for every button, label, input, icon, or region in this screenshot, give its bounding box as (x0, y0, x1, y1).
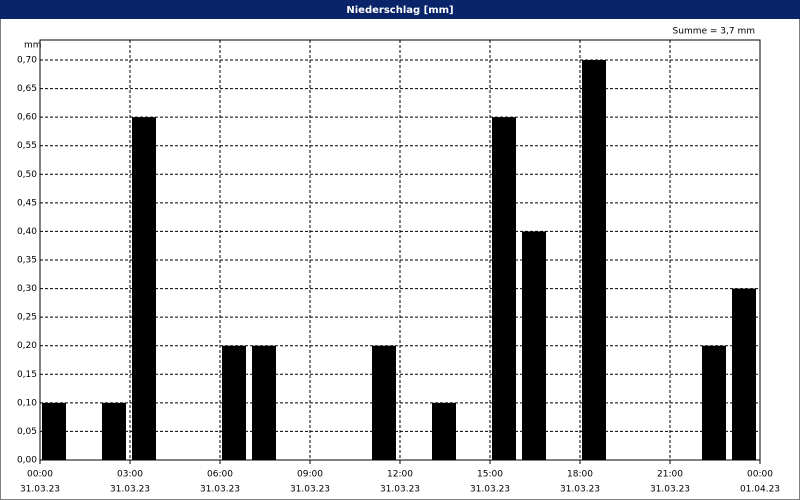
y-tick-label: 0,40 (17, 227, 37, 237)
bar (732, 288, 756, 460)
y-unit: mm (24, 41, 42, 51)
y-tick-label: 0,05 (17, 427, 37, 437)
y-tick-label: 0,30 (17, 284, 37, 294)
y-tick-label: 0,35 (17, 256, 37, 266)
bar (522, 231, 546, 460)
x-tick-date: 31.03.23 (290, 485, 330, 495)
y-tick-label: 0,70 (17, 56, 37, 66)
bar (102, 402, 126, 460)
x-tick-date: 31.03.23 (110, 485, 150, 495)
y-tick-label: 0,20 (17, 341, 37, 351)
y-tick-label: 0,15 (17, 370, 37, 380)
bar (372, 345, 396, 460)
x-tick-label: 06:00 (207, 470, 233, 480)
x-tick-date: 01.04.23 (740, 485, 780, 495)
y-tick-label: 0,00 (17, 456, 37, 466)
y-tick-label: 0,25 (17, 313, 37, 323)
x-tick-label: 00:00 (747, 470, 773, 480)
bar (702, 345, 726, 460)
y-tick-label: 0,55 (17, 141, 37, 151)
bar (132, 117, 156, 461)
bar (432, 402, 456, 460)
title-bar (0, 0, 800, 19)
x-tick-date: 31.03.23 (380, 485, 420, 495)
x-tick-label: 18:00 (567, 470, 593, 480)
bar (582, 60, 606, 460)
y-tick-label: 0,50 (17, 170, 37, 180)
chart-title: Niederschlag [mm] (346, 5, 453, 16)
bar (252, 345, 276, 460)
x-tick-date: 31.03.23 (650, 485, 690, 495)
plot-border (39, 39, 761, 461)
x-tick-date: 31.03.23 (560, 485, 600, 495)
bar (222, 345, 246, 460)
bar (492, 117, 516, 461)
x-tick-label: 12:00 (387, 470, 413, 480)
y-tick-label: 0,60 (17, 113, 37, 123)
x-tick-date: 31.03.23 (200, 485, 240, 495)
y-tick-label: 0,45 (17, 198, 37, 208)
x-tick-date: 31.03.23 (470, 485, 510, 495)
x-tick-label: 03:00 (117, 470, 143, 480)
y-tick-label: 0,65 (17, 84, 37, 94)
sum-annotation: Summe = 3,7 mm (673, 27, 755, 37)
x-tick-label: 15:00 (477, 470, 503, 480)
x-tick-label: 21:00 (657, 470, 683, 480)
x-tick-date: 31.03.23 (20, 485, 60, 495)
x-tick-label: 00:00 (27, 470, 53, 480)
x-tick-label: 09:00 (297, 470, 323, 480)
bar (42, 402, 66, 460)
y-tick-label: 0,10 (17, 398, 37, 408)
